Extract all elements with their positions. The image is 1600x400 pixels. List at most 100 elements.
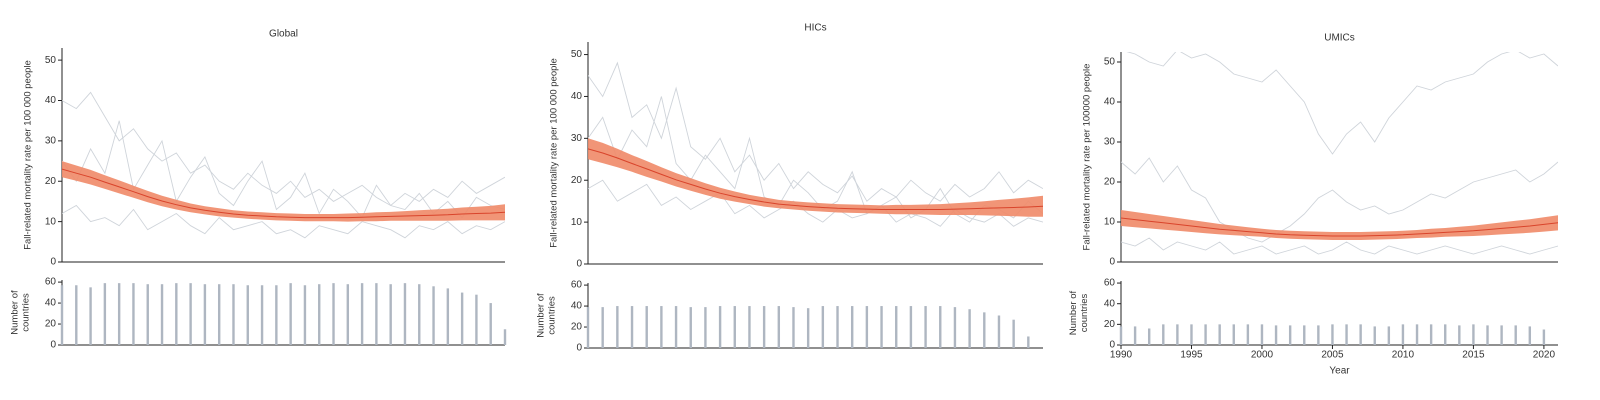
y-axis-label: Fall-related mortality rate per 100 000 … <box>549 58 560 248</box>
bar <box>1176 324 1179 345</box>
bar <box>1458 325 1461 345</box>
country-line <box>1126 52 1558 155</box>
trend-line <box>1121 217 1558 237</box>
bar <box>1162 324 1165 345</box>
bar <box>446 288 450 345</box>
y-tick-label: 0 <box>1109 257 1115 268</box>
bar-chart: 0 20 40 60 Number of countries <box>9 277 507 351</box>
bar <box>704 307 707 348</box>
bar <box>821 306 825 348</box>
bar <box>924 306 927 348</box>
bar <box>806 308 810 348</box>
bar <box>777 306 781 348</box>
bar <box>1500 325 1503 345</box>
x-tick-label: 1990 <box>1110 350 1133 361</box>
bar <box>175 283 178 345</box>
y-tick-label: 20 <box>45 176 57 187</box>
bar <box>246 285 249 345</box>
plot-area <box>62 91 505 239</box>
y-axis-label: Number of countries <box>1068 290 1090 336</box>
bar <box>792 307 795 348</box>
x-tick-label: 2005 <box>1321 350 1344 361</box>
x-tick-label: 2020 <box>1533 350 1556 361</box>
y-tick-label: 40 <box>1104 298 1116 309</box>
country-line <box>1121 157 1558 243</box>
bar <box>60 285 64 345</box>
y-tick-label: 40 <box>571 91 583 102</box>
bar <box>997 315 1001 348</box>
y-tick-label: 20 <box>571 175 583 186</box>
bar <box>586 307 590 348</box>
confidence-band <box>62 161 505 222</box>
y-tick-label: 0 <box>1109 340 1115 351</box>
x-tick-label: 1995 <box>1180 350 1203 361</box>
bar <box>1288 325 1292 345</box>
bar <box>489 303 492 345</box>
country-line <box>588 179 1043 227</box>
y-tick-label: 20 <box>1104 177 1116 188</box>
bar <box>1486 325 1489 345</box>
bar <box>203 284 207 345</box>
trend-line <box>588 148 1043 210</box>
x-tick-label: 2015 <box>1462 350 1485 361</box>
bar <box>1472 324 1475 345</box>
bar <box>1444 324 1447 345</box>
bar <box>160 284 164 345</box>
y-tick-label: 10 <box>571 217 583 228</box>
y-tick-label: 50 <box>571 49 583 60</box>
bar <box>189 283 192 345</box>
confidence-band <box>588 138 1043 217</box>
bar <box>1317 325 1320 345</box>
y-tick-label: 40 <box>1104 97 1116 108</box>
bar <box>762 306 766 348</box>
bar <box>1514 325 1517 345</box>
chart-title: UMICs <box>1324 33 1355 44</box>
y-tick-label: 40 <box>45 298 57 309</box>
y-tick-label: 50 <box>1104 57 1116 68</box>
bar-chart: 0 20 40 60 1990 1995 2000 2005 2010 2015 2020 Year N… <box>1068 278 1558 377</box>
y-tick-label: 60 <box>571 280 583 291</box>
bar <box>1218 324 1221 345</box>
bar <box>360 283 364 345</box>
bar <box>346 284 350 345</box>
y-axis-label: Number of countries <box>9 290 31 335</box>
bar <box>375 283 378 345</box>
bar <box>953 307 957 348</box>
bar <box>1345 324 1348 345</box>
y-tick-label: 60 <box>1104 278 1116 289</box>
bar <box>1260 324 1264 345</box>
bar <box>1331 324 1334 345</box>
bar <box>1190 324 1193 345</box>
bar <box>1401 324 1405 345</box>
bar <box>503 329 507 345</box>
bar <box>850 306 854 348</box>
bar <box>1373 326 1376 345</box>
bar <box>217 284 221 345</box>
y-tick-label: 40 <box>571 301 583 312</box>
country-line <box>62 120 505 219</box>
bar <box>117 283 121 345</box>
bar-chart: 0 20 40 60 Number of countries <box>535 280 1043 354</box>
bar <box>1528 326 1532 345</box>
bar <box>1012 319 1015 348</box>
bar <box>1359 324 1362 345</box>
trend-line <box>62 168 505 219</box>
bar <box>689 307 692 348</box>
bar <box>232 284 235 345</box>
plot-area <box>1121 52 1558 255</box>
y-tick-label: 0 <box>50 257 56 268</box>
line-chart: 0 10 20 30 40 50 UMICs Fall-related mortality r… <box>1082 33 1558 268</box>
y-tick-label: 30 <box>571 133 583 144</box>
bar <box>1274 325 1278 345</box>
bar <box>432 286 435 345</box>
bar <box>1542 329 1546 345</box>
bar <box>865 306 869 348</box>
bar <box>260 285 264 345</box>
bar <box>601 307 604 348</box>
bar <box>289 283 292 345</box>
bar <box>146 284 149 345</box>
country-line <box>62 204 505 239</box>
bar <box>748 306 751 348</box>
y-axis-label: Fall-related mortality rate per 100000 p… <box>1082 64 1093 251</box>
